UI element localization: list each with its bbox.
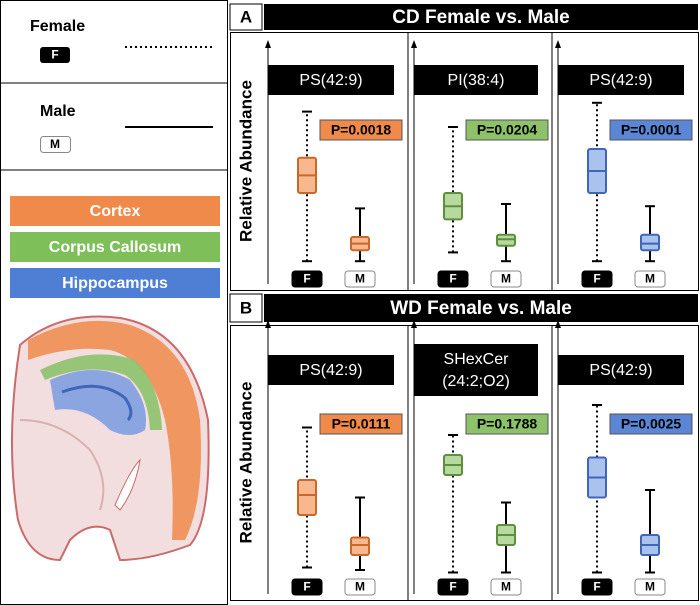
group-badge-text: M xyxy=(355,272,365,286)
lipid-label: PS(42:9) xyxy=(589,362,652,379)
region-swatch xyxy=(10,232,220,262)
group-badge-text: M xyxy=(501,272,511,286)
p-value-box xyxy=(319,119,403,141)
group-badge xyxy=(437,578,469,596)
panel-title: CD Female vs. Male xyxy=(392,7,569,28)
group-badge xyxy=(344,578,376,596)
panel-title: WD Female vs. Male xyxy=(390,298,572,319)
lipid-label: PS(42:9) xyxy=(299,362,362,379)
brain-illustration xyxy=(10,315,210,562)
p-value: P=0.0001 xyxy=(621,122,682,138)
group-badge xyxy=(437,270,469,288)
panel-header xyxy=(264,294,698,322)
lipid-box xyxy=(414,344,538,396)
box xyxy=(350,536,370,556)
legend-label: Male xyxy=(40,103,76,120)
group-badge-text: M xyxy=(645,580,655,594)
panel-frame xyxy=(230,325,699,601)
y-axis-label: Relative Abundance xyxy=(236,382,255,544)
p-value-box xyxy=(465,119,549,141)
region-label: Cortex xyxy=(90,203,141,220)
y-axis-arrow xyxy=(555,320,561,328)
y-axis-label: Relative Abundance xyxy=(236,80,255,242)
y-axis-arrow xyxy=(265,40,271,48)
lipid-box xyxy=(558,355,684,385)
panel-letter-box xyxy=(229,293,263,323)
group-badge-text: F xyxy=(593,580,600,594)
p-value-box xyxy=(465,413,549,435)
box xyxy=(496,233,516,247)
p-value: P=0.0018 xyxy=(331,122,392,138)
panel-frame xyxy=(230,32,699,291)
p-value-box xyxy=(609,119,693,141)
lipid-label: SHexCer xyxy=(444,351,510,368)
region-label: Corpus Callosum xyxy=(49,239,181,256)
p-value: P=0.0025 xyxy=(621,416,682,432)
group-badge-text: F xyxy=(303,272,310,286)
legend-label: Female xyxy=(30,18,85,35)
region-swatch xyxy=(10,268,220,298)
lipid-label: PS(42:9) xyxy=(589,72,652,89)
box xyxy=(640,233,660,252)
group-badge-text: F xyxy=(593,272,600,286)
legend-badge-text: M xyxy=(50,137,60,151)
group-badge-text: F xyxy=(449,580,456,594)
group-badge-text: M xyxy=(355,580,365,594)
p-value: P=0.0204 xyxy=(477,122,538,138)
p-value-box xyxy=(609,413,693,435)
group-badge xyxy=(634,270,666,288)
group-badge xyxy=(490,578,522,596)
group-badge xyxy=(634,578,666,596)
p-value: P=0.1788 xyxy=(477,416,538,432)
panel-letter: A xyxy=(240,7,252,26)
box xyxy=(297,479,317,516)
group-badge-text: F xyxy=(449,272,456,286)
region-swatch xyxy=(10,196,220,226)
lipid-label: PI(38:4) xyxy=(448,72,505,89)
lipid-box xyxy=(414,65,538,95)
legend-badge-text: F xyxy=(51,48,58,62)
panel-header xyxy=(264,4,698,30)
lipid-box xyxy=(268,355,394,385)
group-badge xyxy=(581,578,613,596)
group-badge xyxy=(490,270,522,288)
p-value-box xyxy=(319,413,403,435)
regions: Cortex Corpus Callosum Hippocampus xyxy=(10,196,220,298)
group-badge-text: M xyxy=(501,580,511,594)
panel-letter: B xyxy=(240,298,252,317)
lipid-label: PS(42:9) xyxy=(299,72,362,89)
lipid-box xyxy=(558,65,684,95)
lipid-box xyxy=(268,65,394,95)
lipid-label: (24:2;O2) xyxy=(442,373,510,390)
region-label: Hippocampus xyxy=(62,275,168,292)
legend-badge xyxy=(40,136,71,153)
y-axis-arrow xyxy=(265,320,271,328)
p-value: P=0.0111 xyxy=(332,416,391,432)
group-badge-text: M xyxy=(645,272,655,286)
legend-badge xyxy=(40,47,70,63)
group-badge xyxy=(291,578,323,596)
group-badge-text: F xyxy=(303,580,310,594)
panel-letter-box xyxy=(229,3,263,31)
group-badge xyxy=(291,270,323,288)
y-axis-arrow xyxy=(555,40,561,48)
group-badge xyxy=(344,270,376,288)
y-axis-arrow xyxy=(411,320,417,328)
y-axis-arrow xyxy=(411,40,417,48)
group-badge xyxy=(581,270,613,288)
